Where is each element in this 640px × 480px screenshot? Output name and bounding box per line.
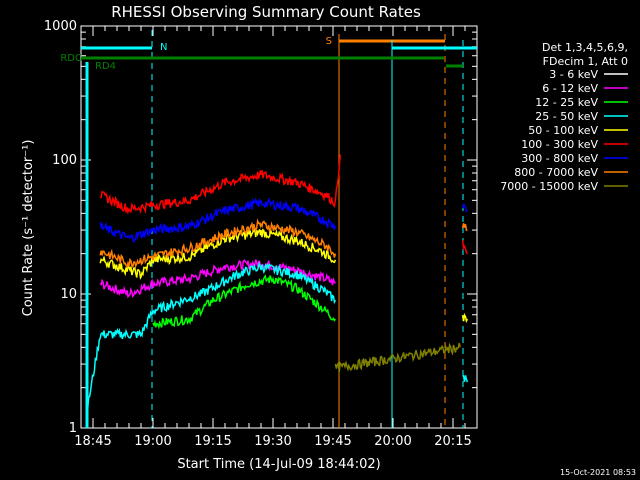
legend-header-1: Det 1,3,4,5,6,9,: [542, 41, 628, 54]
y-axis-label: Count Rate (s⁻¹ detector⁻¹): [21, 140, 36, 317]
y-tick-label: 100: [52, 153, 77, 168]
series-lines: [85, 154, 469, 418]
y-tick-label: 1000: [44, 19, 77, 34]
series-7000-15000-kev: [334, 342, 461, 372]
legend-entry-label: 7000 - 15000 keV: [500, 180, 598, 193]
y-tick-label: 10: [60, 287, 77, 302]
series-12-25-kev: [152, 274, 336, 330]
legend-header-2: FDecim 1, Att 0: [543, 55, 628, 68]
legend-entry-label: 12 - 25 keV: [535, 96, 598, 109]
series-100-300-kev: [99, 154, 341, 215]
late-series-25-50-kev: [462, 375, 469, 383]
x-tick-label: 20:15: [434, 434, 471, 449]
legend-entry-label: 25 - 50 keV: [535, 110, 598, 123]
series-800-7000-kev: [99, 218, 337, 269]
y-ticks: 1 10 100 1000: [44, 19, 477, 436]
y-tick-label: 1: [69, 421, 77, 436]
x-tick-label: 19:45: [314, 434, 351, 449]
late-series-800-7000-kev: [461, 223, 468, 231]
series-25-50-kev: [85, 261, 337, 418]
chart-title: RHESSI Observing Summary Count Rates: [111, 3, 421, 21]
x-tick-label: 18:45: [74, 434, 111, 449]
flag-label-rdc: RDC: [60, 53, 82, 64]
legend: Det 1,3,4,5,6,9, FDecim 1, Att 0 3 - 6 k…: [500, 41, 628, 193]
x-axis-label: Start Time (14-Jul-09 18:44:02): [177, 457, 380, 472]
x-tick-label: 19:30: [254, 434, 291, 449]
legend-entry-label: 100 - 300 keV: [521, 138, 598, 151]
legend-entry-label: 50 - 100 keV: [528, 124, 598, 137]
legend-entry-label: 6 - 12 keV: [542, 82, 598, 95]
flag-label-rd4: RD4: [95, 61, 116, 72]
legend-entry-label: 800 - 7000 keV: [514, 166, 598, 179]
x-tick-label: 20:00: [374, 434, 411, 449]
x-tick-label: 19:15: [194, 434, 231, 449]
timestamp: 15-Oct-2021 08:53: [560, 468, 636, 477]
legend-entry-label: 3 - 6 keV: [549, 68, 598, 81]
series-300-800-kev: [99, 197, 337, 244]
legend-entry-label: 300 - 800 keV: [521, 152, 598, 165]
plot-frame: [80, 25, 478, 429]
flag-label-s: S: [326, 36, 332, 47]
late-series-300-800-kev: [461, 203, 468, 213]
late-series-100-300-kev: [461, 240, 468, 255]
plot-border: [80, 25, 478, 429]
x-ticks: 18:45 19:00 19:15 19:30 19:45 20:00 20:15: [74, 26, 472, 449]
flag-label-n: N: [160, 42, 167, 53]
x-tick-label: 19:00: [134, 434, 171, 449]
late-series-50-100-kev: [461, 312, 469, 324]
attenuator-flags: N S RDC RD4: [60, 30, 477, 428]
